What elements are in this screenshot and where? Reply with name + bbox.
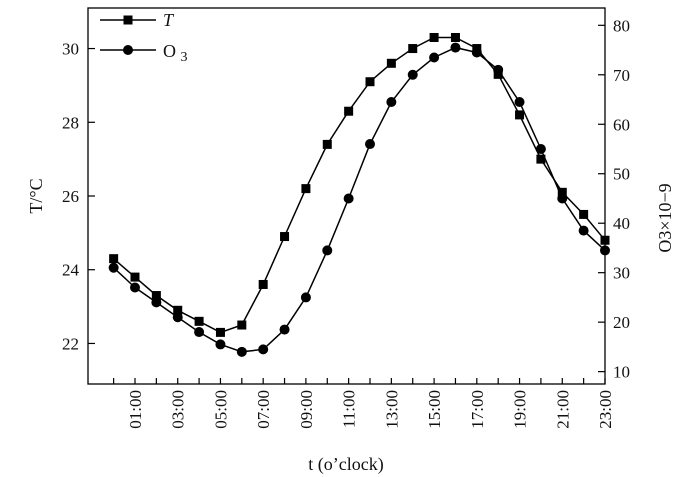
data-point-o3 bbox=[493, 64, 504, 75]
legend-label-o3: O 3 bbox=[163, 41, 188, 65]
right-y-tick-label: 50 bbox=[613, 165, 630, 184]
right-y-tick-label: 70 bbox=[613, 66, 630, 85]
data-point-t bbox=[579, 209, 589, 219]
x-tick-label: 19:00 bbox=[511, 390, 530, 429]
data-point-t bbox=[450, 32, 460, 42]
legend-marker-t bbox=[123, 15, 133, 25]
right-y-tick-label: 30 bbox=[613, 264, 630, 283]
right-y-tick-label: 20 bbox=[613, 313, 630, 332]
data-point-t bbox=[557, 187, 567, 197]
legend-label-o3-text: O bbox=[163, 41, 176, 61]
data-point-t bbox=[429, 32, 439, 42]
data-point-o3 bbox=[151, 297, 162, 308]
data-point-t bbox=[109, 254, 119, 264]
data-point-o3 bbox=[172, 312, 183, 323]
data-point-o3 bbox=[535, 144, 546, 154]
data-point-o3 bbox=[194, 327, 205, 338]
x-tick-label: 15:00 bbox=[425, 390, 444, 429]
series-line-t bbox=[113, 36, 606, 334]
left-y-tick-label: 28 bbox=[62, 113, 79, 132]
data-point-o3 bbox=[108, 262, 119, 273]
x-tick-label: 13:00 bbox=[382, 390, 401, 429]
data-point-o3 bbox=[215, 339, 226, 350]
x-tick-label: 21:00 bbox=[553, 390, 572, 429]
left-y-tick-label: 30 bbox=[62, 40, 79, 59]
left-y-tick-label: 24 bbox=[62, 261, 80, 280]
left-y-tick-label: 26 bbox=[62, 187, 79, 206]
x-tick-label: 03:00 bbox=[169, 390, 188, 429]
right-y-axis-title: O3×10−9 bbox=[655, 183, 675, 252]
data-point-t bbox=[600, 235, 610, 245]
x-tick-label: 07:00 bbox=[254, 390, 273, 429]
data-point-t bbox=[515, 110, 525, 120]
legend: T O 3 bbox=[100, 10, 188, 65]
data-point-o3 bbox=[236, 346, 247, 357]
data-point-t bbox=[344, 106, 354, 116]
data-point-o3 bbox=[322, 245, 333, 256]
data-point-o3 bbox=[557, 193, 568, 204]
series-layer bbox=[108, 32, 610, 357]
x-tick-label: 17:00 bbox=[468, 390, 487, 429]
data-point-o3 bbox=[300, 292, 311, 303]
x-tick-label: 05:00 bbox=[211, 390, 230, 429]
x-tick-label: 09:00 bbox=[297, 390, 316, 429]
x-axis-title: t (o’clock) bbox=[308, 454, 383, 475]
data-point-t bbox=[322, 139, 332, 149]
data-point-t bbox=[215, 327, 225, 337]
right-y-tick-label: 40 bbox=[613, 214, 630, 233]
data-point-o3 bbox=[279, 324, 290, 335]
data-point-o3 bbox=[407, 69, 418, 80]
data-point-t bbox=[173, 305, 183, 315]
data-point-t bbox=[130, 272, 140, 282]
data-point-o3 bbox=[429, 52, 440, 63]
data-point-t bbox=[194, 316, 204, 326]
data-point-o3 bbox=[450, 42, 461, 53]
series-line-o3 bbox=[113, 46, 606, 353]
x-tick-label: 11:00 bbox=[340, 390, 359, 428]
data-point-t bbox=[280, 232, 290, 242]
right-y-tick-label: 60 bbox=[613, 115, 630, 134]
data-point-o3 bbox=[600, 245, 610, 256]
data-point-t bbox=[301, 184, 311, 194]
legend-label-o3-subscript: 3 bbox=[181, 50, 188, 65]
data-point-t bbox=[258, 279, 268, 289]
data-point-t bbox=[365, 77, 375, 87]
data-point-t bbox=[408, 44, 418, 54]
data-point-o3 bbox=[365, 139, 375, 150]
data-point-o3 bbox=[578, 225, 589, 236]
data-point-t bbox=[151, 291, 161, 301]
right-y-tick-label: 10 bbox=[613, 363, 630, 382]
data-point-o3 bbox=[386, 97, 397, 107]
x-tick-label: 23:00 bbox=[596, 390, 615, 429]
data-point-t bbox=[386, 58, 396, 68]
legend-marker-o3 bbox=[123, 45, 133, 55]
data-point-o3 bbox=[514, 97, 525, 107]
left-y-axis-title: T/°C bbox=[26, 178, 46, 213]
data-point-o3 bbox=[471, 47, 482, 58]
x-tick-label: 01:00 bbox=[126, 390, 145, 429]
ticks-layer: 22 24 26 28 30 10 20 30 40 50 60 70 80 01:00 03:00 05:0… bbox=[62, 16, 630, 428]
data-point-o3 bbox=[258, 344, 269, 355]
data-point-t bbox=[237, 320, 247, 330]
right-y-tick-label: 80 bbox=[613, 16, 630, 35]
data-point-o3 bbox=[343, 193, 354, 204]
data-point-t bbox=[536, 154, 546, 164]
data-point-o3 bbox=[130, 282, 140, 293]
legend-label-t: T bbox=[163, 10, 175, 30]
left-y-tick-label: 22 bbox=[62, 334, 79, 353]
